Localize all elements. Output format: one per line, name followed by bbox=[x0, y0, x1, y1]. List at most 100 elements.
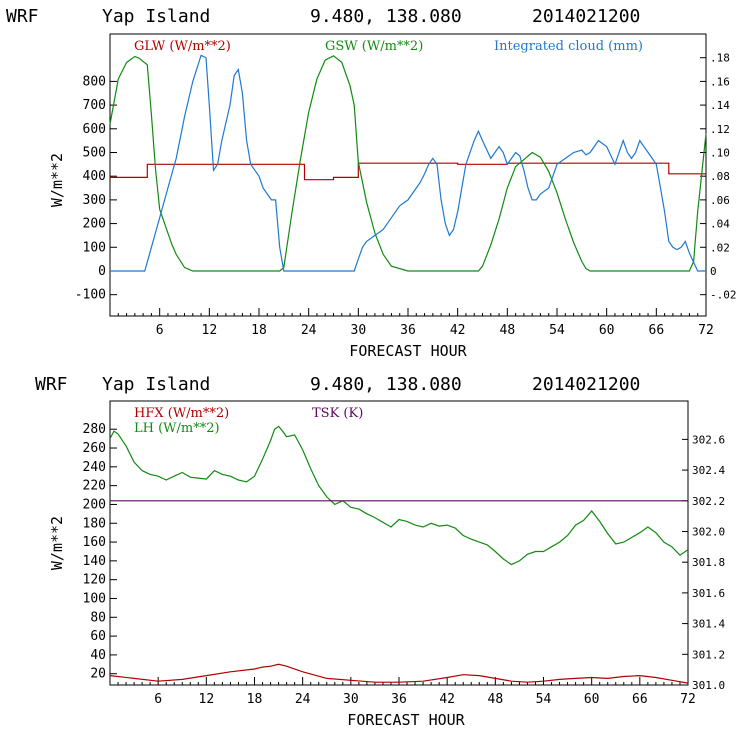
x-tick-label: 60 bbox=[584, 692, 600, 707]
x-tick-label: 6 bbox=[154, 692, 162, 707]
x-tick-marks bbox=[109, 677, 689, 685]
y-tick-label: 400 bbox=[83, 169, 106, 184]
y-tick-label: 300 bbox=[83, 193, 106, 208]
panel-radiation: WRF Yap Island 9.480, 138.080 2014021200… bbox=[6, 6, 737, 360]
x-tick-marks bbox=[109, 308, 707, 316]
x-tick-label: 12 bbox=[202, 323, 218, 338]
y-tick-label: 20 bbox=[90, 667, 106, 682]
y-tick-label: 0 bbox=[98, 264, 106, 279]
x-tick-label: 42 bbox=[439, 692, 455, 707]
y-tick-label: 140 bbox=[83, 554, 106, 569]
series-gsw-line bbox=[109, 55, 707, 272]
right-y-tick-label: .04 bbox=[710, 218, 730, 231]
x-tick-label: 60 bbox=[599, 323, 615, 338]
series-glw-line bbox=[110, 162, 706, 181]
legend-gsw: GSW (W/m**2) bbox=[325, 39, 423, 54]
legend-hfx: HFX (W/m**2) bbox=[134, 406, 229, 421]
right-y-tick-marks bbox=[682, 438, 688, 686]
y-axis-label: W/m**2 bbox=[48, 516, 66, 570]
right-y-tick-label: .02 bbox=[710, 241, 730, 254]
x-tick-label: 36 bbox=[391, 692, 407, 707]
x-tick-label: 24 bbox=[295, 692, 311, 707]
series-hfx-line bbox=[109, 663, 689, 684]
right-y-tick-label: 302.2 bbox=[692, 495, 725, 508]
series-lh-line bbox=[109, 425, 689, 566]
x-tick-label: 72 bbox=[680, 692, 696, 707]
x-tick-label: 42 bbox=[450, 323, 466, 338]
x-axis-label: FORECAST HOUR bbox=[349, 342, 467, 360]
panel-surface-fluxes: WRF Yap Island 9.480, 138.080 2014021200… bbox=[35, 374, 725, 729]
y-tick-label: 500 bbox=[83, 145, 106, 160]
right-y-tick-label: 301.2 bbox=[692, 648, 725, 661]
right-y-tick-label: 302.6 bbox=[692, 433, 725, 446]
y-tick-labels: 280 260 240 220 200 180 160 140 120 100 … bbox=[83, 422, 106, 682]
x-tick-label: 36 bbox=[400, 323, 416, 338]
x-tick-label: 48 bbox=[500, 323, 516, 338]
legend-tsk: TSK (K) bbox=[312, 406, 363, 421]
x-tick-label: 54 bbox=[536, 692, 552, 707]
y-tick-label: 120 bbox=[83, 573, 106, 588]
x-tick-labels: 6 12 18 24 30 36 42 48 54 60 66 72 bbox=[156, 323, 714, 338]
y-tick-label: 800 bbox=[83, 74, 106, 89]
y-tick-label: 40 bbox=[90, 648, 106, 663]
right-y-tick-label: 0 bbox=[710, 265, 717, 278]
plot-frame bbox=[109, 400, 689, 686]
x-tick-label: 18 bbox=[247, 692, 263, 707]
y-tick-marks bbox=[110, 80, 117, 296]
x-tick-label: 12 bbox=[199, 692, 215, 707]
plot-frame bbox=[109, 33, 707, 317]
y-axis-label: W/m**2 bbox=[48, 153, 66, 207]
y-tick-label: 240 bbox=[83, 460, 106, 475]
title-init-time: 2014021200 bbox=[532, 374, 640, 395]
x-tick-label: 54 bbox=[549, 323, 565, 338]
right-y-tick-label: 301.8 bbox=[692, 556, 725, 569]
x-tick-label: 48 bbox=[488, 692, 504, 707]
y-tick-label: 100 bbox=[83, 591, 106, 606]
y-tick-label: 200 bbox=[83, 217, 106, 232]
right-y-tick-label: .06 bbox=[710, 194, 730, 207]
y-tick-marks bbox=[110, 428, 117, 675]
right-y-tick-label: 301.4 bbox=[692, 618, 725, 631]
y-tick-label: 260 bbox=[83, 441, 106, 456]
right-y-tick-label: -.02 bbox=[710, 289, 737, 302]
right-y-tick-label: 302.0 bbox=[692, 525, 725, 538]
title-location: Yap Island bbox=[102, 6, 210, 27]
x-tick-label: 66 bbox=[632, 692, 648, 707]
x-tick-label: 6 bbox=[156, 323, 164, 338]
title-model: WRF bbox=[35, 374, 68, 395]
right-y-tick-label: .10 bbox=[710, 146, 730, 159]
right-y-tick-label: .18 bbox=[710, 52, 730, 65]
y-tick-label: 220 bbox=[83, 479, 106, 494]
title-init-time: 2014021200 bbox=[532, 6, 640, 27]
title-coords: 9.480, 138.080 bbox=[310, 6, 462, 27]
title-model: WRF bbox=[6, 6, 39, 27]
y-tick-label: 160 bbox=[83, 535, 106, 550]
y-tick-label: 60 bbox=[90, 629, 106, 644]
x-axis-label: FORECAST HOUR bbox=[347, 711, 465, 729]
legend-integrated-cloud: Integrated cloud (mm) bbox=[494, 39, 643, 54]
y-tick-label: 600 bbox=[83, 122, 106, 137]
right-y-tick-label: .16 bbox=[710, 75, 730, 88]
x-tick-labels: 6 12 18 24 30 36 42 48 54 60 66 72 bbox=[154, 692, 696, 707]
y-tick-label: 280 bbox=[83, 422, 106, 437]
x-tick-label: 66 bbox=[649, 323, 665, 338]
x-tick-label: 72 bbox=[698, 323, 714, 338]
title-coords: 9.480, 138.080 bbox=[310, 374, 462, 395]
legend-lh: LH (W/m**2) bbox=[134, 421, 220, 436]
title-location: Yap Island bbox=[102, 374, 210, 395]
y-tick-label: -100 bbox=[75, 288, 106, 303]
x-tick-label: 30 bbox=[343, 692, 359, 707]
y-tick-label: 700 bbox=[83, 98, 106, 113]
right-y-tick-label: 301.6 bbox=[692, 587, 725, 600]
right-y-tick-label: .14 bbox=[710, 99, 730, 112]
right-y-tick-label: 302.4 bbox=[692, 464, 725, 477]
right-y-tick-label: .12 bbox=[710, 123, 730, 136]
x-tick-label: 18 bbox=[251, 323, 267, 338]
y-tick-label: 100 bbox=[83, 240, 106, 255]
y-tick-labels: 800 700 600 500 400 300 200 100 0 -100 bbox=[75, 74, 106, 302]
right-y-tick-label: .08 bbox=[710, 170, 730, 183]
x-tick-label: 30 bbox=[351, 323, 367, 338]
y-tick-label: 80 bbox=[90, 610, 106, 625]
x-tick-label: 24 bbox=[301, 323, 317, 338]
